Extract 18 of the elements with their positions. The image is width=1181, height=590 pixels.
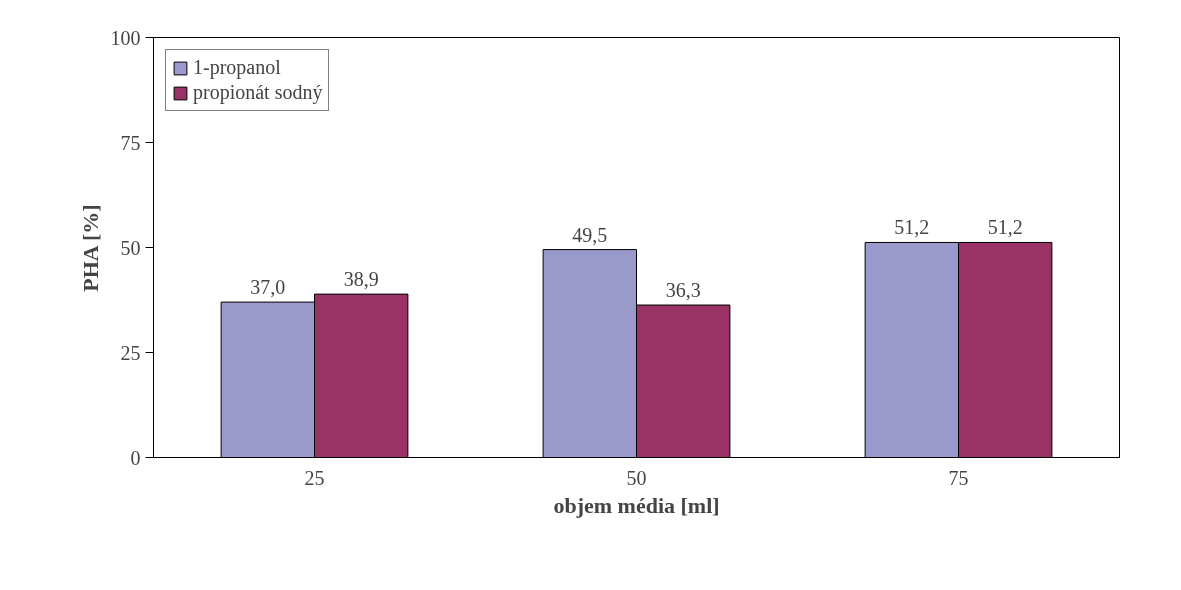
y-tick-label: 0 xyxy=(130,446,141,469)
data-label: 36,3 xyxy=(665,279,701,302)
data-label: 37,0 xyxy=(250,276,286,299)
data-label: 38,9 xyxy=(343,268,379,291)
x-tick-label: 25 xyxy=(304,466,325,489)
x-tick-label: 75 xyxy=(948,466,969,489)
data-label: 51,2 xyxy=(987,216,1023,239)
data-label: 49,5 xyxy=(572,223,608,246)
legend-label: 1-propanol xyxy=(193,56,281,79)
x-axis-title: objem média [ml] xyxy=(553,492,720,518)
legend-label: propionát sodný xyxy=(193,81,323,104)
data-label: 51,2 xyxy=(894,216,930,239)
y-tick-label: 25 xyxy=(120,341,141,364)
y-tick-label: 100 xyxy=(110,26,141,49)
y-axis-title: PHA [%] xyxy=(77,204,103,292)
x-tick-label: 50 xyxy=(626,466,647,489)
y-tick-label: 50 xyxy=(120,236,141,259)
y-tick-label: 75 xyxy=(120,131,141,154)
